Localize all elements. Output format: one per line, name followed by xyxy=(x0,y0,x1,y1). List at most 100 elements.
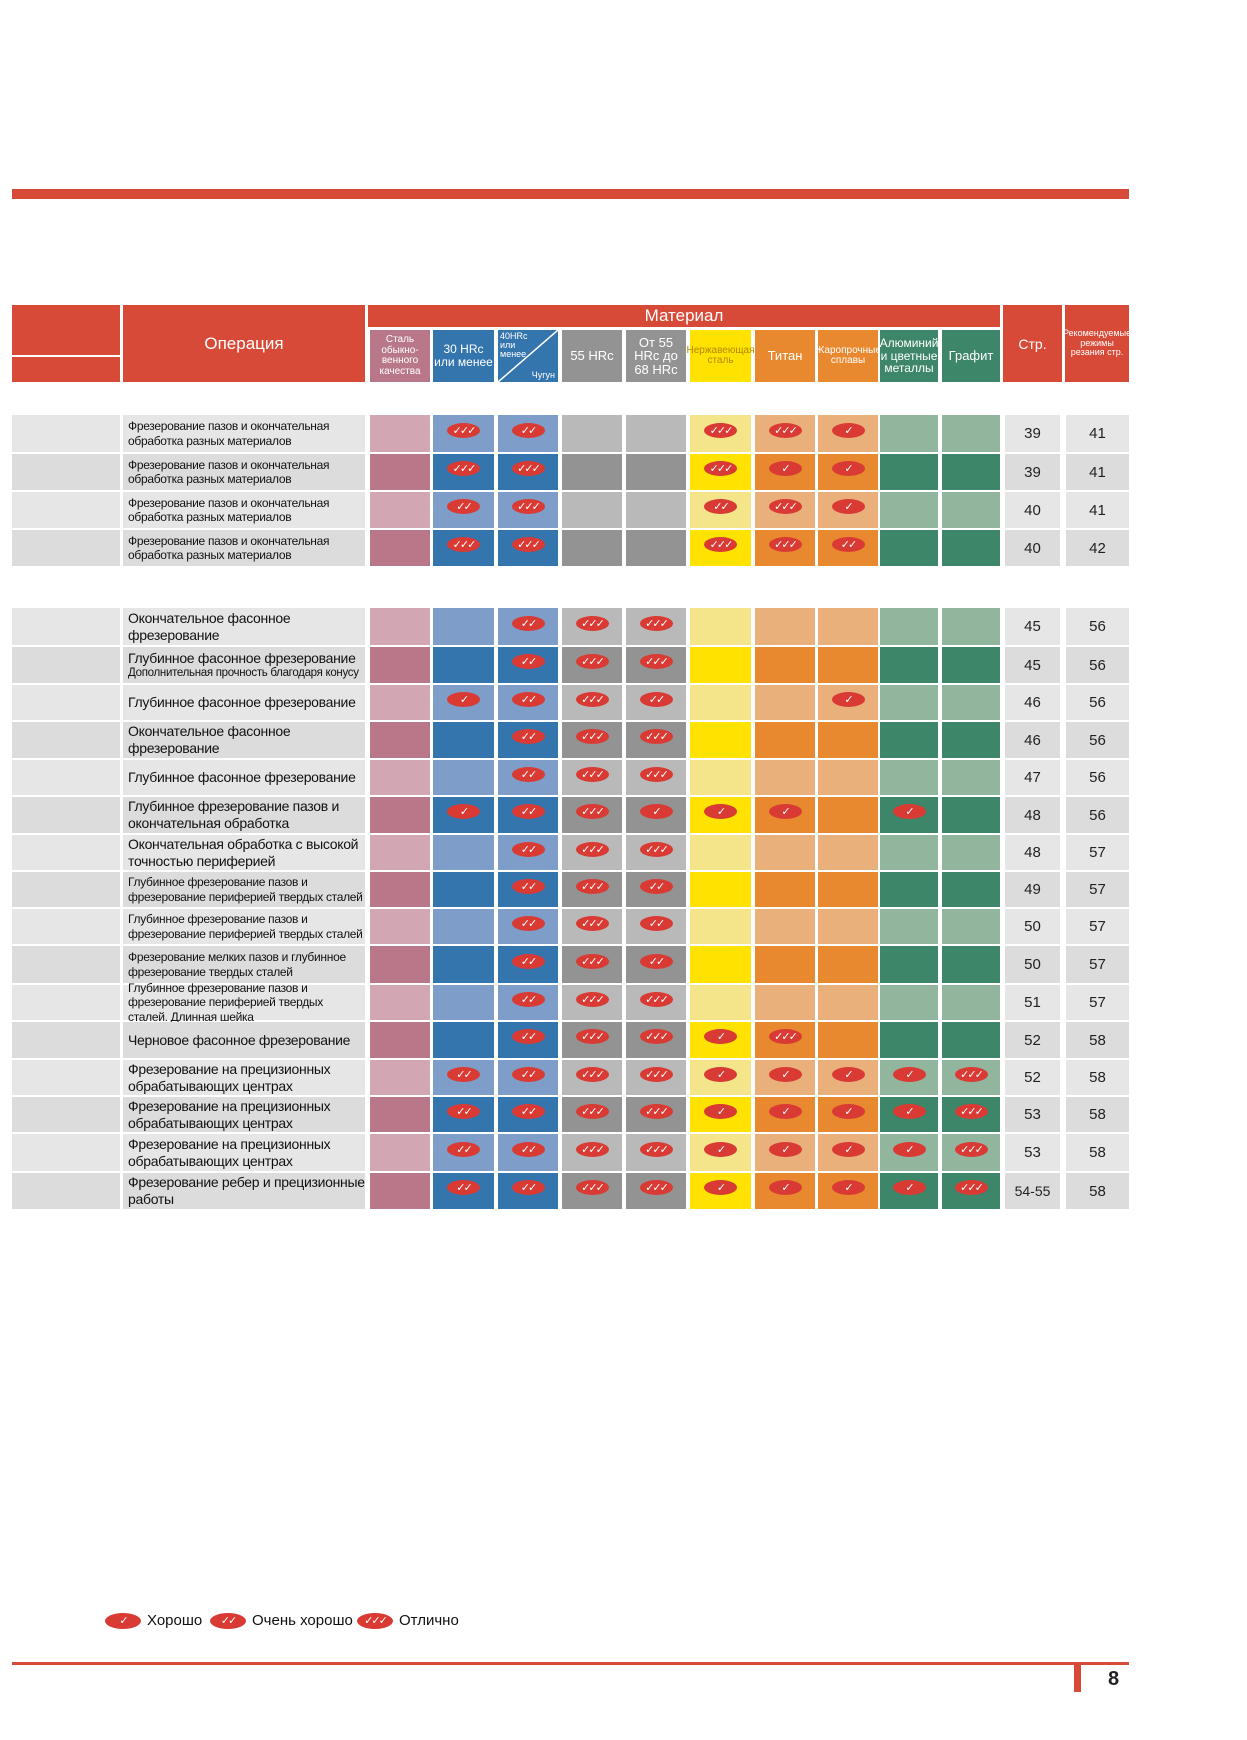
page-ref: 53 xyxy=(1005,1097,1060,1132)
material-cell xyxy=(942,835,1000,870)
rating-mark-1: ✓ xyxy=(892,1180,926,1195)
operation-text: Фрезерование на прецизионных обрабатываю… xyxy=(128,1097,331,1131)
material-cell: ✓✓ xyxy=(498,685,558,720)
rating-mark-1: ✓ xyxy=(768,1103,802,1119)
material-cell xyxy=(562,530,622,566)
rating-mark-2: ✓✓ xyxy=(511,766,545,782)
material-header-0: Сталь обыкно- венного качества xyxy=(370,330,430,382)
rating-mark-3: ✓✓✓ xyxy=(575,878,609,894)
material-cell: ✓✓ xyxy=(626,946,686,983)
row-blank-cell xyxy=(12,685,120,720)
material-cell xyxy=(942,530,1000,566)
material-cell xyxy=(370,985,430,1020)
material-cell xyxy=(818,797,878,833)
rating-mark-2: ✓✓ xyxy=(639,953,673,969)
material-cell xyxy=(370,909,430,944)
rating-mark-3: ✓✓✓ xyxy=(954,1103,988,1119)
material-cell xyxy=(942,909,1000,944)
material-cell xyxy=(690,985,751,1020)
material-cell: ✓✓✓ xyxy=(562,1134,622,1171)
rating-mark-2: ✓✓ xyxy=(447,1180,480,1195)
material-cell: ✓✓ xyxy=(433,1173,494,1209)
operation-cell: Черновое фасонное фрезерование xyxy=(123,1022,365,1058)
material-header-4: От 55 HRc до 68 HRc xyxy=(626,330,686,382)
material-cell xyxy=(433,835,494,870)
operation-cell: Фрезерование пазов и окончательная обраб… xyxy=(123,530,365,566)
operation-text-wrap: Фрезерование пазов и окончательная обраб… xyxy=(128,419,365,448)
rating-mark-1: ✓ xyxy=(704,1141,737,1157)
rating-mark-3: ✓✓✓ xyxy=(704,537,737,552)
operation-subtext: Дополнительная прочность благодаря конус… xyxy=(128,666,359,679)
page-tab xyxy=(1074,1662,1081,1692)
page-number: 8 xyxy=(1108,1668,1120,1690)
material-cell xyxy=(690,946,751,983)
rating-mark-2: ✓✓ xyxy=(447,499,480,514)
rating-mark-3: ✓✓✓ xyxy=(954,1180,988,1195)
material-cell: ✓ xyxy=(690,1097,751,1132)
operation-text: Фрезерование пазов и окончательная обраб… xyxy=(128,457,330,486)
page-ref: 39 xyxy=(1005,454,1060,490)
material-cell: ✓ xyxy=(818,685,878,720)
material-cell xyxy=(370,946,430,983)
material-cell xyxy=(370,492,430,528)
recommended-page-ref: 56 xyxy=(1066,647,1129,683)
material-cell: ✓✓✓ xyxy=(626,760,686,795)
material-cell xyxy=(370,1173,430,1209)
operation-text: Глубинное фрезерование пазов и фрезерова… xyxy=(128,980,323,1024)
material-cell xyxy=(433,946,494,983)
material-cell xyxy=(626,492,686,528)
material-cell: ✓✓✓ xyxy=(433,415,494,452)
material-header-9: Графит xyxy=(942,330,1000,382)
material-cell xyxy=(880,1022,938,1058)
operation-text: Глубинное фасонное фрезерование xyxy=(128,694,356,711)
rating-mark-3: ✓✓✓ xyxy=(575,1029,609,1044)
material-cell xyxy=(690,872,751,907)
material-cell xyxy=(880,872,938,907)
page-column-header: Стр. xyxy=(1003,305,1062,382)
material-cell: ✓✓✓ xyxy=(626,1097,686,1132)
rating-mark-1: ✓ xyxy=(831,1066,865,1082)
material-cell: ✓ xyxy=(690,797,751,833)
rating-mark-3: ✓✓✓ xyxy=(575,615,609,631)
row-blank-cell xyxy=(12,608,120,645)
rating-mark-1: ✓ xyxy=(704,1180,737,1195)
material-cell: ✓✓ xyxy=(818,530,878,566)
rating-mark-3: ✓✓✓ xyxy=(768,537,802,552)
material-cell: ✓✓✓ xyxy=(626,647,686,683)
material-cell xyxy=(880,492,938,528)
rating-mark-1: ✓ xyxy=(704,1103,737,1119)
material-cell xyxy=(433,722,494,758)
material-cell: ✓ xyxy=(818,1060,878,1095)
material-cell xyxy=(433,909,494,944)
operation-text-wrap: Глубинное фасонное фрезерование xyxy=(128,769,356,786)
recommended-page-ref: 57 xyxy=(1066,985,1129,1020)
row-blank-cell xyxy=(12,415,120,452)
material-cell: ✓✓✓ xyxy=(942,1134,1000,1171)
rating-mark-1: ✓ xyxy=(831,422,865,438)
material-cell: ✓✓✓ xyxy=(626,722,686,758)
operation-text-wrap: Фрезерование пазов и окончательная обраб… xyxy=(128,534,365,563)
material-cell xyxy=(942,647,1000,683)
material-cell: ✓ xyxy=(433,797,494,833)
material-cell xyxy=(370,760,430,795)
material-cell xyxy=(433,872,494,907)
operation-text: Фрезерование ребер и прецизионные работы xyxy=(128,1174,365,1207)
recommended-page-ref: 41 xyxy=(1066,492,1129,528)
material-cell xyxy=(690,608,751,645)
material-cell: ✓✓ xyxy=(498,760,558,795)
rating-mark-3: ✓✓✓ xyxy=(954,1066,988,1082)
operation-text-wrap: Фрезерование пазов и окончательная обраб… xyxy=(128,458,365,487)
material-cell: ✓✓ xyxy=(498,608,558,645)
material-cell xyxy=(942,492,1000,528)
page-ref: 40 xyxy=(1005,492,1060,528)
material-cell: ✓✓✓ xyxy=(755,530,815,566)
material-cell xyxy=(942,454,1000,490)
page-ref: 50 xyxy=(1005,909,1060,944)
material-cell xyxy=(370,608,430,645)
material-cell: ✓ xyxy=(755,1097,815,1132)
recommended-page-ref: 56 xyxy=(1066,760,1129,795)
row-blank-cell xyxy=(12,492,120,528)
material-cell xyxy=(690,685,751,720)
page-ref: 51 xyxy=(1005,985,1060,1020)
rating-mark-3: ✓✓✓ xyxy=(639,1103,673,1119)
